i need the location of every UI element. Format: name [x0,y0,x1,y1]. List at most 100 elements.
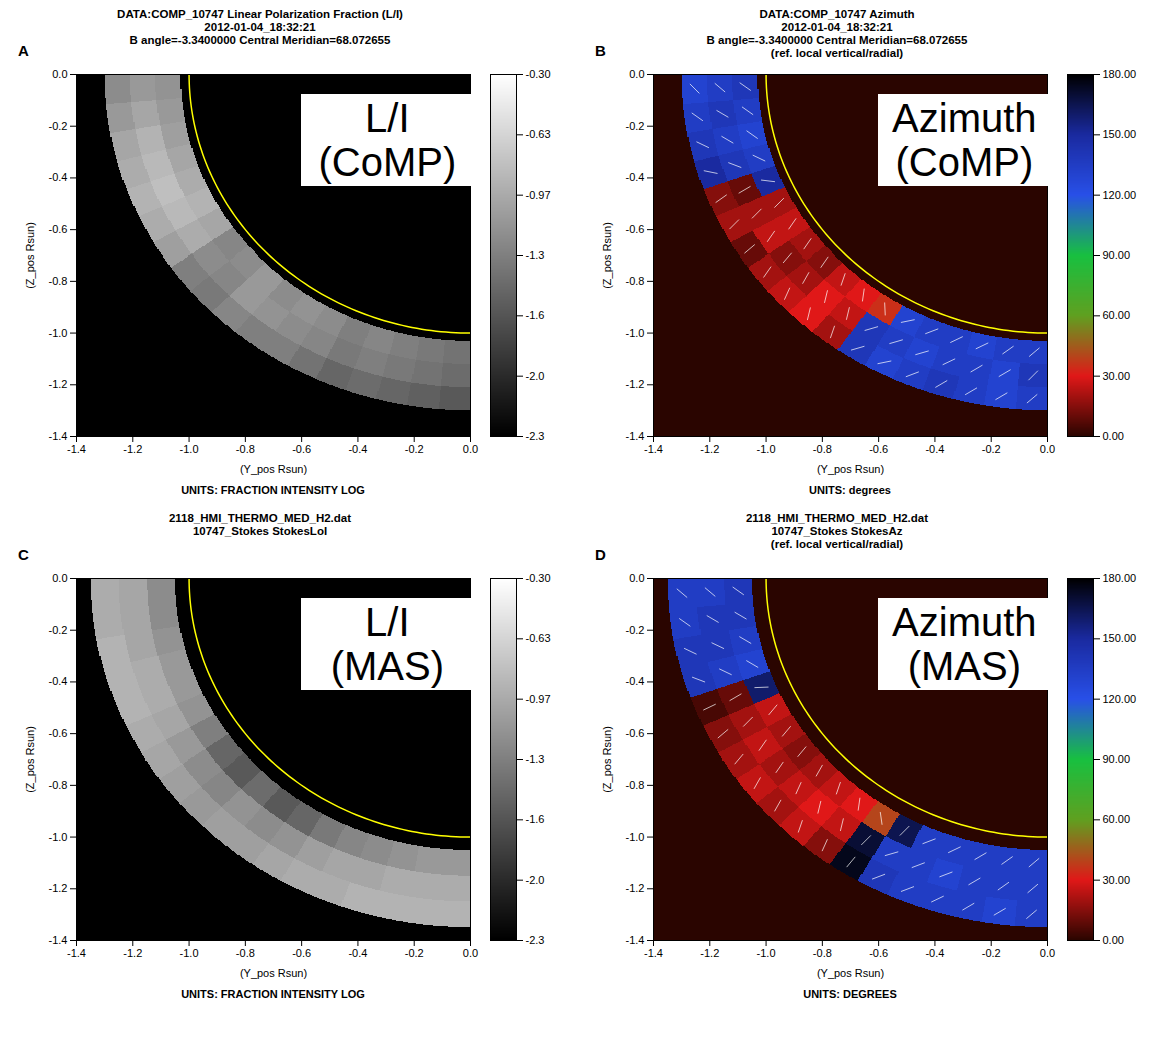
svg-text:30.00: 30.00 [1103,370,1131,382]
svg-text:-1.2: -1.2 [626,378,645,390]
svg-text:-1.0: -1.0 [757,443,776,455]
svg-text:-0.6: -0.6 [626,223,645,235]
svg-text:-0.4: -0.4 [626,171,645,183]
svg-text:-1.4: -1.4 [67,947,86,959]
svg-text:-0.4: -0.4 [348,443,367,455]
svg-text:-0.63: -0.63 [526,128,551,140]
svg-text:-1.4: -1.4 [644,443,663,455]
svg-text:180.00: 180.00 [1103,572,1137,584]
svg-text:-0.2: -0.2 [982,947,1001,959]
svg-text:0.0: 0.0 [1040,443,1055,455]
svg-text:-0.6: -0.6 [292,443,311,455]
svg-text:-2.3: -2.3 [526,430,545,442]
svg-text:-1.2: -1.2 [123,947,142,959]
svg-text:0.0: 0.0 [52,572,67,584]
svg-text:-0.6: -0.6 [869,947,888,959]
svg-text:-0.2: -0.2 [405,443,424,455]
svg-text:-1.2: -1.2 [626,882,645,894]
svg-text:(Z_pos Rsun): (Z_pos Rsun) [24,222,36,289]
svg-text:-0.4: -0.4 [626,675,645,687]
svg-text:-1.0: -1.0 [626,327,645,339]
svg-text:0.0: 0.0 [52,68,67,80]
svg-text:-1.2: -1.2 [49,882,68,894]
svg-text:-0.8: -0.8 [813,443,832,455]
svg-text:0.0: 0.0 [629,572,644,584]
svg-text:(Y_pos Rsun): (Y_pos Rsun) [817,463,884,475]
svg-text:-1.3: -1.3 [526,753,545,765]
svg-text:-0.2: -0.2 [626,624,645,636]
svg-text:-0.2: -0.2 [626,120,645,132]
svg-text:-0.8: -0.8 [236,947,255,959]
svg-text:-1.4: -1.4 [67,443,86,455]
svg-text:(Y_pos Rsun): (Y_pos Rsun) [240,967,307,979]
svg-text:-0.4: -0.4 [49,171,68,183]
svg-text:-0.2: -0.2 [982,443,1001,455]
svg-text:-1.3: -1.3 [526,249,545,261]
svg-text:60.00: 60.00 [1103,309,1131,321]
svg-text:-0.30: -0.30 [526,68,551,80]
svg-text:150.00: 150.00 [1103,128,1137,140]
svg-text:-1.4: -1.4 [626,430,645,442]
svg-text:150.00: 150.00 [1103,632,1137,644]
svg-text:30.00: 30.00 [1103,874,1131,886]
svg-text:-1.2: -1.2 [700,947,719,959]
svg-text:-0.4: -0.4 [49,675,68,687]
svg-text:(Z_pos Rsun): (Z_pos Rsun) [601,222,613,289]
svg-text:-0.8: -0.8 [49,275,68,287]
svg-text:(Y_pos Rsun): (Y_pos Rsun) [240,463,307,475]
svg-text:(Z_pos Rsun): (Z_pos Rsun) [24,726,36,793]
svg-text:-1.4: -1.4 [626,934,645,946]
svg-text:-1.0: -1.0 [626,831,645,843]
svg-text:-1.0: -1.0 [49,831,68,843]
svg-text:-0.30: -0.30 [526,572,551,584]
svg-text:-0.8: -0.8 [236,443,255,455]
svg-text:90.00: 90.00 [1103,753,1131,765]
svg-text:-0.8: -0.8 [49,779,68,791]
svg-text:120.00: 120.00 [1103,189,1137,201]
svg-text:-0.8: -0.8 [813,947,832,959]
svg-text:90.00: 90.00 [1103,249,1131,261]
svg-text:-0.2: -0.2 [405,947,424,959]
svg-text:0.00: 0.00 [1103,430,1124,442]
svg-text:-2.3: -2.3 [526,934,545,946]
svg-text:-1.4: -1.4 [49,934,68,946]
svg-text:-0.6: -0.6 [292,947,311,959]
svg-text:-1.2: -1.2 [700,443,719,455]
svg-text:0.0: 0.0 [629,68,644,80]
svg-text:-1.0: -1.0 [49,327,68,339]
svg-text:180.00: 180.00 [1103,68,1137,80]
svg-text:-1.0: -1.0 [180,947,199,959]
svg-text:(Y_pos Rsun): (Y_pos Rsun) [817,967,884,979]
svg-text:-0.6: -0.6 [626,727,645,739]
svg-text:0.0: 0.0 [463,947,478,959]
svg-text:-0.2: -0.2 [49,624,68,636]
svg-text:-0.4: -0.4 [348,947,367,959]
svg-text:-0.8: -0.8 [626,779,645,791]
svg-text:-1.6: -1.6 [526,813,545,825]
svg-text:-2.0: -2.0 [526,370,545,382]
svg-text:-0.2: -0.2 [49,120,68,132]
svg-text:-0.6: -0.6 [49,727,68,739]
svg-text:-0.97: -0.97 [526,189,551,201]
svg-text:120.00: 120.00 [1103,693,1137,705]
svg-text:-1.4: -1.4 [644,947,663,959]
svg-text:-1.0: -1.0 [757,947,776,959]
svg-text:-1.2: -1.2 [123,443,142,455]
svg-text:0.00: 0.00 [1103,934,1124,946]
svg-text:-0.4: -0.4 [925,947,944,959]
svg-text:-0.6: -0.6 [49,223,68,235]
svg-text:0.0: 0.0 [1040,947,1055,959]
svg-text:-0.97: -0.97 [526,693,551,705]
svg-text:-0.8: -0.8 [626,275,645,287]
svg-text:0.0: 0.0 [463,443,478,455]
svg-text:-0.4: -0.4 [925,443,944,455]
svg-text:-0.6: -0.6 [869,443,888,455]
svg-text:-0.63: -0.63 [526,632,551,644]
svg-text:-1.2: -1.2 [49,378,68,390]
svg-text:-1.0: -1.0 [180,443,199,455]
svg-text:-1.4: -1.4 [49,430,68,442]
svg-text:-2.0: -2.0 [526,874,545,886]
svg-text:-1.6: -1.6 [526,309,545,321]
svg-text:(Z_pos Rsun): (Z_pos Rsun) [601,726,613,793]
svg-text:60.00: 60.00 [1103,813,1131,825]
